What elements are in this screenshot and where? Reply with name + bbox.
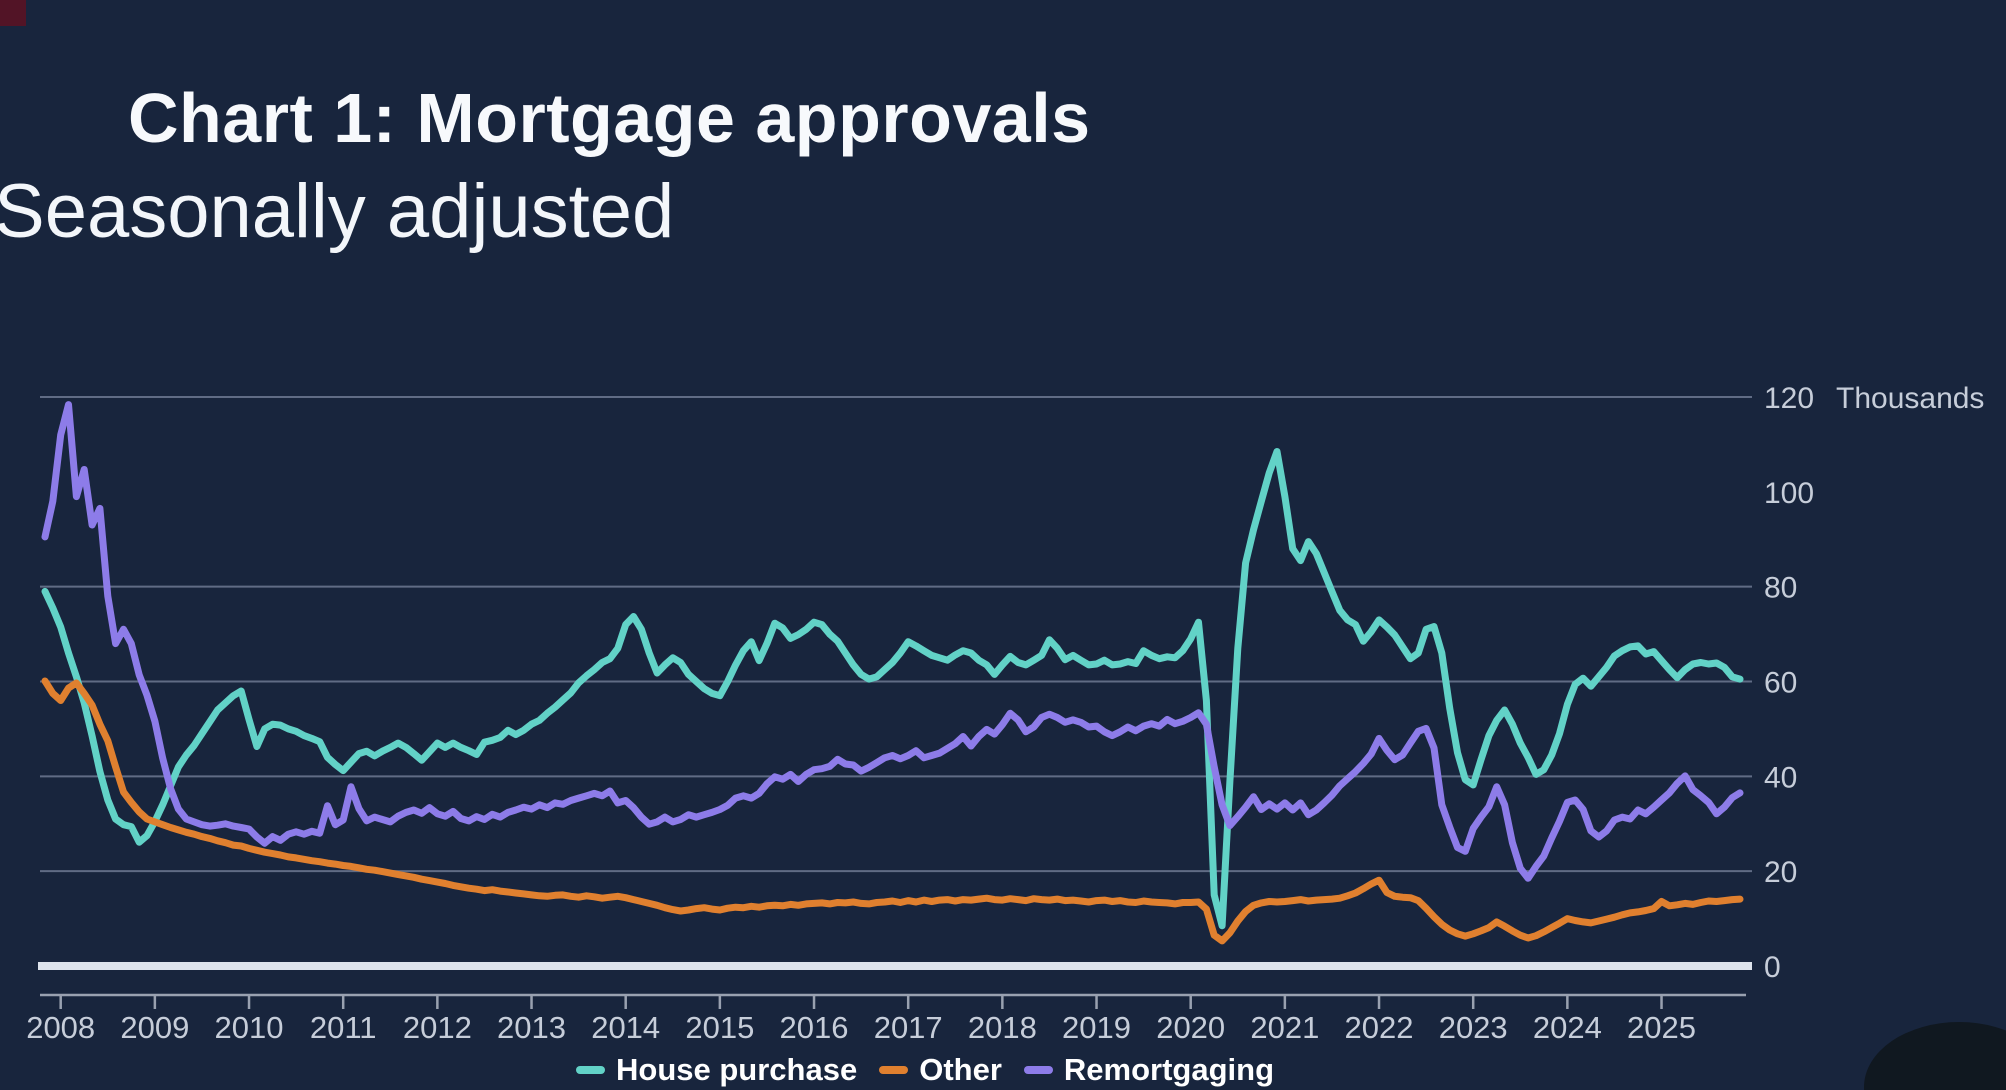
x-tick-label: 2008 [26, 1010, 95, 1045]
series-line-house-purchase [41, 448, 1744, 930]
x-tick-label: 2019 [1062, 1010, 1131, 1045]
y-tick-label: 20 [1764, 856, 1797, 889]
x-tick-label: 2016 [780, 1010, 849, 1045]
y-gridlines [40, 396, 1752, 873]
x-tick-label: 2025 [1627, 1010, 1696, 1045]
y-axis-labels: 0 20 40 60 80 100 120 Thousands [1764, 382, 1984, 984]
x-tick-label: 2024 [1533, 1010, 1602, 1045]
x-axis: 2008 2009 2010 2011 2012 2013 2014 2015 2016 2017… [26, 993, 1746, 1045]
x-tick-label: 2017 [874, 1010, 943, 1045]
chart-legend: House purchase Other Remortgaging [576, 1052, 1274, 1088]
remortgaging-swatch-icon [1023, 1066, 1053, 1074]
y-axis-unit-label: Thousands [1836, 382, 1984, 415]
x-tick-label: 2023 [1439, 1010, 1508, 1045]
y-tick-label: 120 [1764, 382, 1814, 415]
x-tick-label: 2021 [1250, 1010, 1319, 1045]
x-tick-label: 2014 [591, 1010, 660, 1045]
x-tick-label: 2009 [120, 1010, 189, 1045]
y-tick-label: 60 [1764, 667, 1797, 700]
y-tick-label: 0 [1764, 951, 1781, 984]
x-tick-label: 2011 [310, 1010, 377, 1045]
legend-item-other: Other [879, 1052, 1002, 1088]
y-tick-label: 80 [1764, 572, 1797, 605]
legend-label-other: Other [919, 1052, 1002, 1087]
red-corner-mark [0, 0, 26, 26]
legend-label-house-purchase: House purchase [616, 1052, 858, 1087]
x-tick-label: 2020 [1156, 1010, 1225, 1045]
legend-label-remortgaging: Remortgaging [1063, 1052, 1275, 1087]
page-title: Chart 1: Mortgage approvals [128, 79, 1091, 157]
y-tick-label: 100 [1764, 477, 1814, 510]
series-line-other [41, 677, 1744, 945]
x-tick-label: 2012 [403, 1010, 472, 1045]
series-line-remortgaging [41, 401, 1744, 882]
other-swatch-icon [879, 1066, 909, 1074]
x-tick-label: 2018 [968, 1010, 1037, 1045]
x-tick-label: 2013 [497, 1010, 566, 1045]
page-subtitle: Seasonally adjusted [0, 169, 675, 254]
house-purchase-swatch-icon [576, 1066, 605, 1074]
x-tick-label: 2015 [685, 1010, 754, 1045]
y-tick-label: 40 [1764, 761, 1797, 794]
x-tick-label: 2022 [1345, 1010, 1414, 1045]
legend-item-remortgaging: Remortgaging [1023, 1052, 1275, 1088]
x-tick-label: 2010 [215, 1010, 284, 1045]
legend-item-house-purchase: House purchase [576, 1052, 857, 1088]
